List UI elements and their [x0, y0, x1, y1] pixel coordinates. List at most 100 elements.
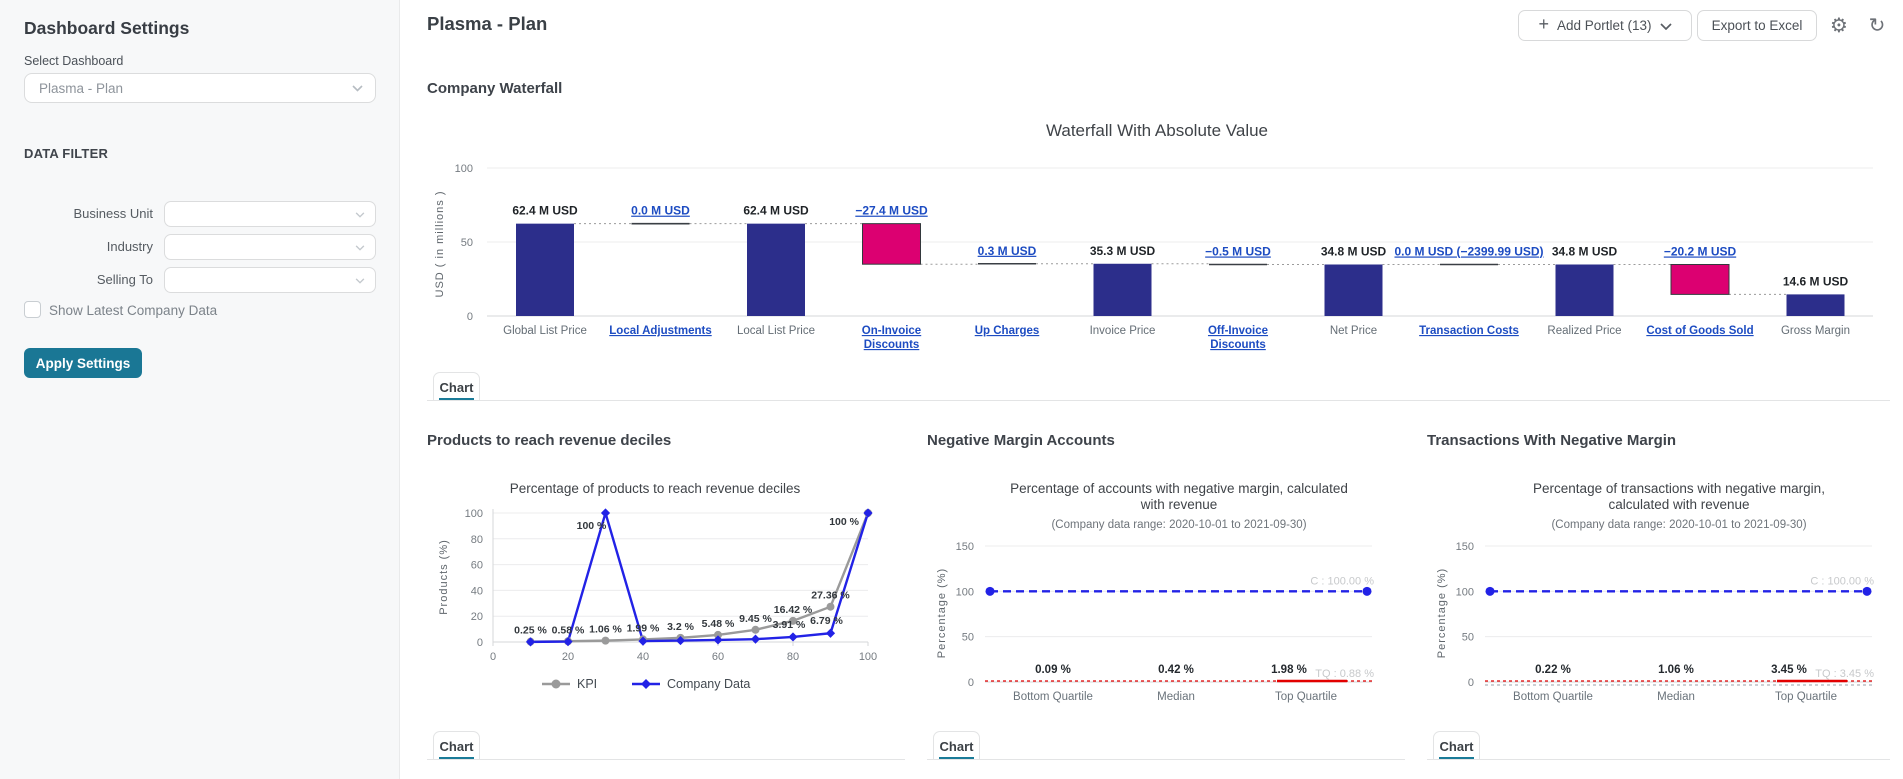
tab-chart-transactions-negative-margin[interactable]: Chart — [1433, 731, 1480, 760]
chevron-down-icon — [1659, 18, 1672, 33]
svg-text:150: 150 — [1456, 541, 1474, 553]
waterfall-category-link[interactable]: On-Invoice — [862, 325, 921, 337]
waterfall-value-link[interactable]: 0.3 M USD — [978, 244, 1037, 258]
waterfall-category-link[interactable]: Local Adjustments — [609, 325, 711, 337]
svg-text:100: 100 — [859, 651, 877, 663]
deciles-chart: Percentage of products to reach revenue … — [427, 453, 897, 705]
business-unit-label: Business Unit — [73, 206, 153, 221]
add-portlet-button[interactable]: + Add Portlet (13) — [1518, 10, 1692, 41]
export-label: Export to Excel — [1711, 18, 1803, 33]
active-tab-indicator — [439, 398, 474, 401]
svg-text:with revenue: with revenue — [1140, 497, 1218, 512]
svg-text:100: 100 — [455, 163, 473, 175]
neg-transactions-tab-divider — [1427, 759, 1890, 760]
dashboard-select-value: Plasma - Plan — [39, 80, 124, 96]
show-latest-company-data-label: Show Latest Company Data — [49, 303, 218, 318]
svg-text:C : 100.00 %: C : 100.00 % — [1810, 575, 1874, 587]
refresh-icon[interactable]: ↻ — [1868, 14, 1886, 37]
filter-row-business-unit: Business Unit — [0, 201, 376, 227]
show-latest-company-data-checkbox[interactable] — [24, 301, 41, 318]
svg-text:5.48 %: 5.48 % — [702, 618, 735, 630]
svg-text:0: 0 — [968, 677, 974, 689]
waterfall-category-label: Global List Price — [503, 325, 587, 337]
chevron-down-icon — [355, 238, 365, 256]
svg-text:6.79 %: 6.79 % — [810, 615, 843, 627]
svg-text:C : 100.00 %: C : 100.00 % — [1310, 575, 1374, 587]
neg-accounts-tab-divider — [927, 759, 1405, 760]
svg-text:100: 100 — [956, 586, 974, 598]
plus-icon: + — [1538, 14, 1549, 34]
svg-text:(Company data range: 2020-10-0: (Company data range: 2020-10-01 to 2021-… — [1051, 519, 1306, 531]
svg-text:3.2 %: 3.2 % — [667, 621, 695, 633]
svg-text:16.42 %: 16.42 % — [774, 604, 813, 616]
waterfall-value-link[interactable]: −20.2 M USD — [1664, 244, 1737, 258]
svg-text:20: 20 — [562, 651, 574, 663]
waterfall-value-link[interactable]: 0.0 M USD (−2399.99 USD) — [1394, 244, 1543, 258]
svg-text:150: 150 — [956, 541, 974, 553]
selling-to-label: Selling To — [96, 272, 153, 287]
waterfall-category-link[interactable]: Up Charges — [975, 325, 1040, 337]
waterfall-category-link[interactable]: Discounts — [864, 339, 920, 351]
svg-text:Bottom Quartile: Bottom Quartile — [1513, 691, 1593, 703]
svg-text:100: 100 — [1456, 586, 1474, 598]
waterfall-value-label: 62.4 M USD — [512, 204, 578, 218]
waterfall-chart[interactable]: Waterfall With Absolute Value 0 50 100 USD (… — [427, 98, 1897, 360]
waterfall-value-link[interactable]: −0.5 M USD — [1205, 244, 1271, 258]
waterfall-chart-title: Waterfall With Absolute Value — [1046, 121, 1268, 140]
svg-text:1.98 %: 1.98 % — [1271, 664, 1307, 676]
svg-text:1.06 %: 1.06 % — [1658, 664, 1694, 676]
portlet-title-company-waterfall: Company Waterfall — [427, 80, 563, 97]
apply-settings-button[interactable]: Apply Settings — [24, 348, 142, 378]
svg-text:50: 50 — [461, 237, 473, 249]
svg-text:100 %: 100 % — [829, 516, 859, 528]
svg-text:Percentage (%): Percentage (%) — [936, 568, 948, 658]
tab-label: Chart — [939, 738, 974, 754]
business-unit-select[interactable] — [164, 201, 376, 227]
portlet-title-negative-margin-accounts: Negative Margin Accounts — [927, 432, 1115, 449]
waterfall-category-link[interactable]: Discounts — [1210, 339, 1266, 351]
svg-text:TQ : 0.88 %: TQ : 0.88 % — [1315, 668, 1374, 680]
tab-chart-negative-margin-accounts[interactable]: Chart — [933, 731, 980, 760]
active-tab-indicator — [1439, 757, 1474, 760]
svg-text:Top Quartile: Top Quartile — [1775, 691, 1837, 703]
waterfall-category-link[interactable]: Off-Invoice — [1208, 325, 1268, 337]
waterfall-category-link[interactable]: Cost of Goods Sold — [1646, 325, 1753, 337]
filter-row-selling-to: Selling To — [0, 267, 376, 293]
tab-chart-deciles[interactable]: Chart — [433, 731, 480, 760]
deciles-chart-title: Percentage of products to reach revenue … — [510, 481, 801, 496]
svg-text:40: 40 — [471, 585, 483, 597]
tab-chart-waterfall[interactable]: Chart — [433, 372, 480, 401]
export-to-excel-button[interactable]: Export to Excel — [1697, 10, 1817, 41]
add-portlet-label: Add Portlet (13) — [1556, 18, 1652, 33]
svg-text:80: 80 — [471, 534, 483, 546]
svg-text:Bottom Quartile: Bottom Quartile — [1013, 691, 1093, 703]
dashboard-select[interactable]: Plasma - Plan — [24, 73, 376, 103]
svg-text:0: 0 — [477, 637, 483, 649]
waterfall-category-link[interactable]: Transaction Costs — [1419, 325, 1519, 337]
industry-label: Industry — [106, 239, 153, 254]
select-dashboard-label: Select Dashboard — [24, 54, 124, 68]
svg-text:1.06 %: 1.06 % — [589, 624, 622, 636]
svg-text:3.91 %: 3.91 % — [773, 619, 806, 631]
selling-to-select[interactable] — [164, 267, 376, 293]
svg-text:Top Quartile: Top Quartile — [1275, 691, 1337, 703]
waterfall-value-link[interactable]: 0.0 M USD — [631, 204, 690, 218]
waterfall-value-link[interactable]: −27.4 M USD — [855, 204, 928, 218]
filter-row-industry: Industry — [0, 234, 376, 260]
legend-company-data: Company Data — [667, 677, 750, 691]
gear-icon[interactable]: ⚙ — [1830, 14, 1848, 37]
main-content: Plasma - Plan + Add Portlet (13) Export … — [400, 0, 1903, 779]
svg-text:0.58 %: 0.58 % — [552, 624, 585, 636]
svg-text:100: 100 — [465, 508, 483, 520]
svg-text:Median: Median — [1657, 691, 1695, 703]
data-filter-heading: DATA FILTER — [24, 146, 109, 161]
chevron-down-icon — [355, 271, 365, 289]
svg-text:0.25 %: 0.25 % — [514, 625, 547, 637]
svg-text:0: 0 — [1468, 677, 1474, 689]
waterfall-category-label: Invoice Price — [1090, 325, 1156, 337]
negative-margin-accounts-chart: Percentage of accounts with negative mar… — [927, 453, 1397, 708]
sidebar-title: Dashboard Settings — [24, 18, 190, 38]
waterfall-value-label: 62.4 M USD — [743, 204, 809, 218]
tab-label: Chart — [439, 738, 474, 754]
industry-select[interactable] — [164, 234, 376, 260]
